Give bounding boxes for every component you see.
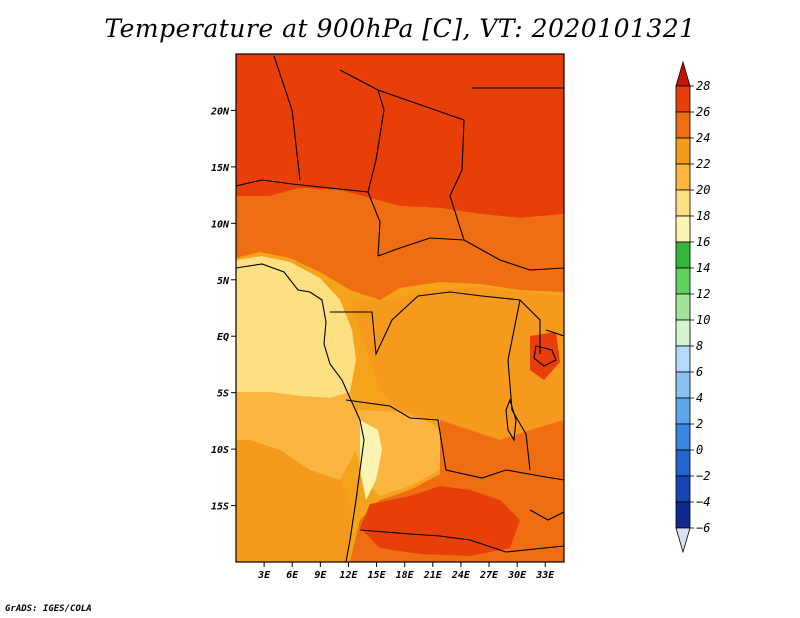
colorbar-over-triangle [675, 60, 691, 87]
colorbar-label: 12 [696, 287, 710, 301]
colorbar-label: −2 [696, 469, 710, 483]
colorbar-swatch [675, 163, 691, 191]
colorbar-swatch [675, 189, 691, 217]
border-line [273, 55, 301, 181]
colorbar-swatch [675, 345, 691, 373]
colorbar-label: 6 [696, 365, 703, 379]
border-line [345, 399, 507, 479]
y-axis: 20N 15N 10N 5N EQ 5S 10S 15S [210, 106, 236, 513]
colorbar-label: −4 [696, 495, 710, 509]
map-frame [235, 53, 565, 563]
colorbar-label: −6 [696, 521, 710, 535]
colorbar-label: 28 [696, 79, 710, 93]
x-tick-label: 33E [535, 570, 555, 581]
y-tick-label: 5N [217, 276, 230, 287]
temperature-region-south-atlantic [236, 440, 352, 562]
y-tick-label: 15N [211, 163, 230, 174]
temperature-region-southern-core [360, 486, 520, 556]
country-borders [236, 55, 564, 562]
border-line [330, 291, 541, 357]
lake-outline [533, 345, 557, 367]
colorbar-swatch [675, 449, 691, 477]
coastline [236, 263, 365, 562]
colorbar-label: 0 [696, 443, 703, 457]
colorbar-under-triangle [675, 527, 691, 554]
colorbar-label: 14 [696, 261, 710, 275]
colorbar-label: 2 [696, 417, 703, 431]
colorbar-label: 16 [696, 235, 710, 249]
colorbar-label: 8 [696, 339, 703, 353]
colorbar-swatch [675, 267, 691, 295]
colorbar-swatch [675, 111, 691, 139]
x-tick-label: 18E [396, 570, 415, 581]
temperature-field [236, 54, 564, 562]
border-line [529, 509, 564, 521]
temperature-region-highlands-strip [360, 420, 382, 500]
y-tick-label: EQ [217, 332, 229, 343]
colorbar-swatch [675, 371, 691, 399]
x-tick-label: 15E [368, 570, 387, 581]
temperature-region-mid-band [236, 222, 564, 300]
x-tick-label: 3E [257, 570, 271, 581]
temperature-region-angola-west [356, 410, 450, 496]
colorbar-swatch [675, 397, 691, 425]
y-tick-label: 15S [211, 502, 229, 513]
colorbar-label: 22 [696, 157, 710, 171]
lake-outline [505, 398, 517, 442]
border-line [507, 299, 531, 471]
border-line [367, 89, 385, 193]
y-tick-label: 10S [211, 445, 229, 456]
temperature-region-north-band [236, 54, 564, 218]
border-line [359, 529, 564, 553]
x-tick-label: 21E [423, 570, 443, 581]
colorbar-label: 26 [696, 105, 710, 119]
border-line [545, 329, 564, 337]
colorbar-swatch [675, 475, 691, 503]
x-tick-label: 24E [451, 570, 471, 581]
colorbar-label: 20 [696, 183, 710, 197]
colorbar-label: 10 [696, 313, 710, 327]
temperature-region-northwest-notch [236, 188, 564, 240]
border-line [505, 469, 564, 481]
temperature-region-gulf-of-guinea [236, 392, 358, 480]
x-tick-label: 6E [286, 570, 299, 581]
y-tick-label: 10N [211, 219, 230, 230]
colorbar-label: 4 [696, 391, 703, 405]
chart-title: Temperature at 900hPa [C], VT: 202010132… [104, 14, 696, 43]
temperature-region-rift-patch [530, 332, 560, 380]
colorbar-swatch [675, 501, 691, 529]
x-tick-label: 9E [314, 570, 327, 581]
grads-credit: GrADS: IGES/COLA [5, 604, 92, 614]
border-line [339, 69, 465, 121]
colorbar-swatch [675, 215, 691, 243]
colorbar-swatch [675, 85, 691, 113]
colorbar-label: 24 [696, 131, 710, 145]
border-line [236, 179, 369, 193]
temperature-region-atlantic-coast [236, 256, 356, 398]
chart-svg: 3E 6E 9E 12E 15E 18E 21E 24E 27E 30E 33E 20N 15N 10N… [210, 53, 710, 581]
colorbar-swatch [675, 423, 691, 451]
border-line [377, 237, 465, 257]
border-line [367, 191, 381, 257]
y-tick-label: 20N [210, 106, 230, 117]
colorbar-swatch [675, 319, 691, 347]
x-tick-label: 27E [479, 570, 499, 581]
x-tick-label: 12E [339, 570, 358, 581]
x-axis: 3E 6E 9E 12E 15E 18E 21E 24E 27E 30E 33E [257, 562, 555, 581]
colorbar-label: 18 [696, 209, 710, 223]
colorbar-swatch [675, 137, 691, 165]
y-tick-label: 5S [217, 389, 229, 400]
colorbar-swatch [675, 293, 691, 321]
colorbar-swatch [675, 241, 691, 269]
x-tick-label: 30E [507, 570, 527, 581]
